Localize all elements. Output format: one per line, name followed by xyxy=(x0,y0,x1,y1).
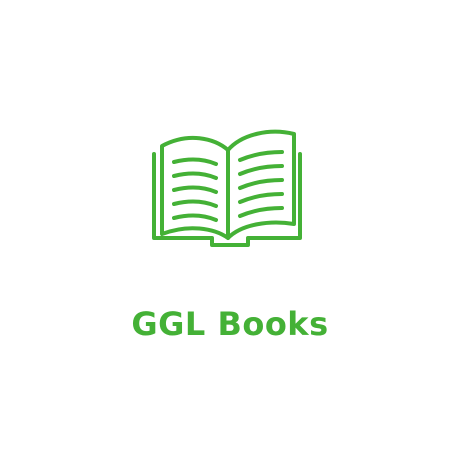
open-book-icon xyxy=(152,129,302,247)
brand-name: GGL Books xyxy=(131,305,329,343)
